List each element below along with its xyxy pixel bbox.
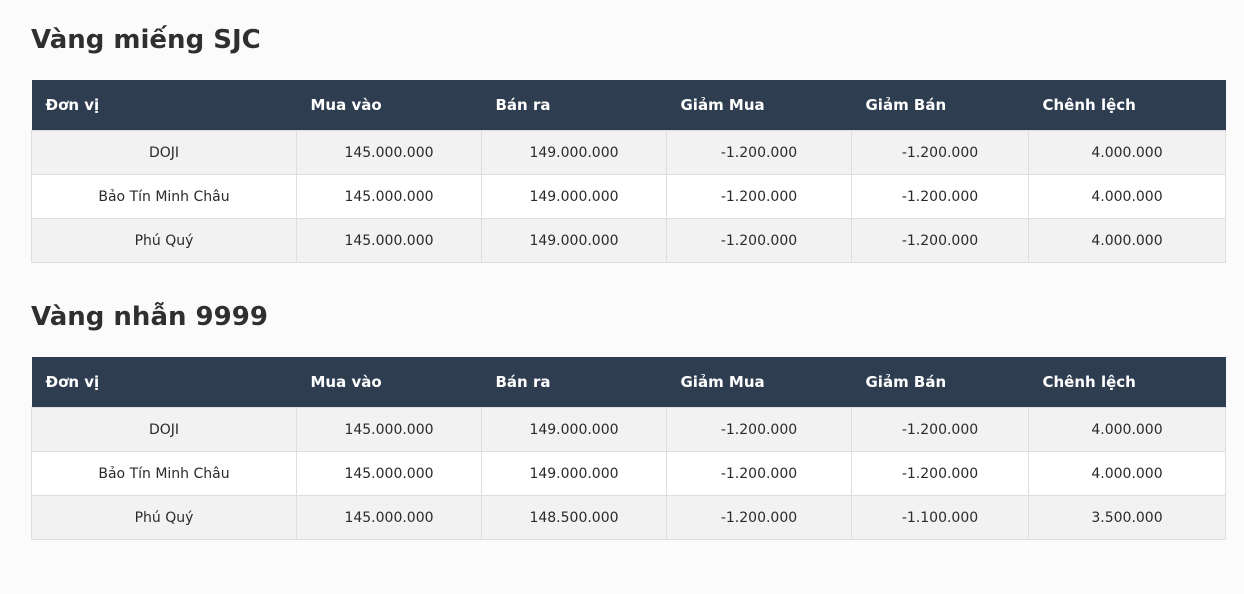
column-header-buy: Mua vào	[296, 357, 482, 408]
cell-buy: 145.000.000	[296, 407, 482, 452]
cell-sell: 149.000.000	[481, 130, 667, 175]
cell-buy-change: -1.200.000	[666, 495, 852, 540]
section-title: Vàng nhẫn 9999	[31, 302, 268, 332]
cell-sell-change: -1.200.000	[851, 174, 1029, 219]
cell-buy-change: -1.200.000	[666, 218, 852, 263]
column-header-sell: Bán ra	[481, 80, 667, 131]
section-sjc-bars: Vàng miếng SJC Đơn vị Mua vào Bán ra Giả…	[31, 23, 1226, 263]
cell-sell-change: -1.200.000	[851, 451, 1029, 496]
table-header-row: Đơn vị Mua vào Bán ra Giảm Mua Giảm Bán …	[31, 357, 1226, 408]
cell-sell: 148.500.000	[481, 495, 667, 540]
cell-spread: 4.000.000	[1028, 407, 1226, 452]
column-header-unit: Đơn vị	[31, 357, 297, 408]
cell-sell: 149.000.000	[481, 174, 667, 219]
cell-unit: Phú Quý	[31, 218, 297, 263]
table-row: Bảo Tín Minh Châu 145.000.000 149.000.00…	[31, 174, 1226, 219]
column-header-buy: Mua vào	[296, 80, 482, 131]
cell-buy: 145.000.000	[296, 130, 482, 175]
cell-unit: Phú Quý	[31, 495, 297, 540]
cell-unit: Bảo Tín Minh Châu	[31, 174, 297, 219]
section-9999-rings: Vàng nhẫn 9999 Đơn vị Mua vào Bán ra Giả…	[31, 300, 1226, 540]
cell-sell-change: -1.200.000	[851, 218, 1029, 263]
cell-sell-change: -1.200.000	[851, 407, 1029, 452]
table-row: Phú Quý 145.000.000 149.000.000 -1.200.0…	[31, 218, 1226, 263]
price-table: Đơn vị Mua vào Bán ra Giảm Mua Giảm Bán …	[31, 80, 1226, 263]
cell-spread: 3.500.000	[1028, 495, 1226, 540]
table-row: Phú Quý 145.000.000 148.500.000 -1.200.0…	[31, 495, 1226, 540]
cell-buy-change: -1.200.000	[666, 451, 852, 496]
column-header-sell: Bán ra	[481, 357, 667, 408]
column-header-spread: Chênh lệch	[1028, 357, 1226, 408]
cell-buy-change: -1.200.000	[666, 130, 852, 175]
cell-buy: 145.000.000	[296, 451, 482, 496]
column-header-sell-change: Giảm Bán	[851, 357, 1029, 408]
cell-sell-change: -1.200.000	[851, 130, 1029, 175]
column-header-unit: Đơn vị	[31, 80, 297, 131]
cell-unit: DOJI	[31, 407, 297, 452]
section-title: Vàng miếng SJC	[31, 25, 261, 55]
cell-unit: DOJI	[31, 130, 297, 175]
price-table: Đơn vị Mua vào Bán ra Giảm Mua Giảm Bán …	[31, 357, 1226, 540]
table-header-row: Đơn vị Mua vào Bán ra Giảm Mua Giảm Bán …	[31, 80, 1226, 131]
cell-buy-change: -1.200.000	[666, 174, 852, 219]
cell-buy: 145.000.000	[296, 218, 482, 263]
cell-sell: 149.000.000	[481, 218, 667, 263]
cell-unit: Bảo Tín Minh Châu	[31, 451, 297, 496]
column-header-sell-change: Giảm Bán	[851, 80, 1029, 131]
cell-spread: 4.000.000	[1028, 218, 1226, 263]
cell-sell: 149.000.000	[481, 451, 667, 496]
cell-buy: 145.000.000	[296, 495, 482, 540]
cell-buy: 145.000.000	[296, 174, 482, 219]
column-header-buy-change: Giảm Mua	[666, 80, 852, 131]
table-row: Bảo Tín Minh Châu 145.000.000 149.000.00…	[31, 451, 1226, 496]
column-header-spread: Chênh lệch	[1028, 80, 1226, 131]
cell-sell-change: -1.100.000	[851, 495, 1029, 540]
column-header-buy-change: Giảm Mua	[666, 357, 852, 408]
cell-sell: 149.000.000	[481, 407, 667, 452]
cell-spread: 4.000.000	[1028, 451, 1226, 496]
cell-spread: 4.000.000	[1028, 174, 1226, 219]
table-row: DOJI 145.000.000 149.000.000 -1.200.000 …	[31, 130, 1226, 175]
table-row: DOJI 145.000.000 149.000.000 -1.200.000 …	[31, 407, 1226, 452]
cell-spread: 4.000.000	[1028, 130, 1226, 175]
cell-buy-change: -1.200.000	[666, 407, 852, 452]
